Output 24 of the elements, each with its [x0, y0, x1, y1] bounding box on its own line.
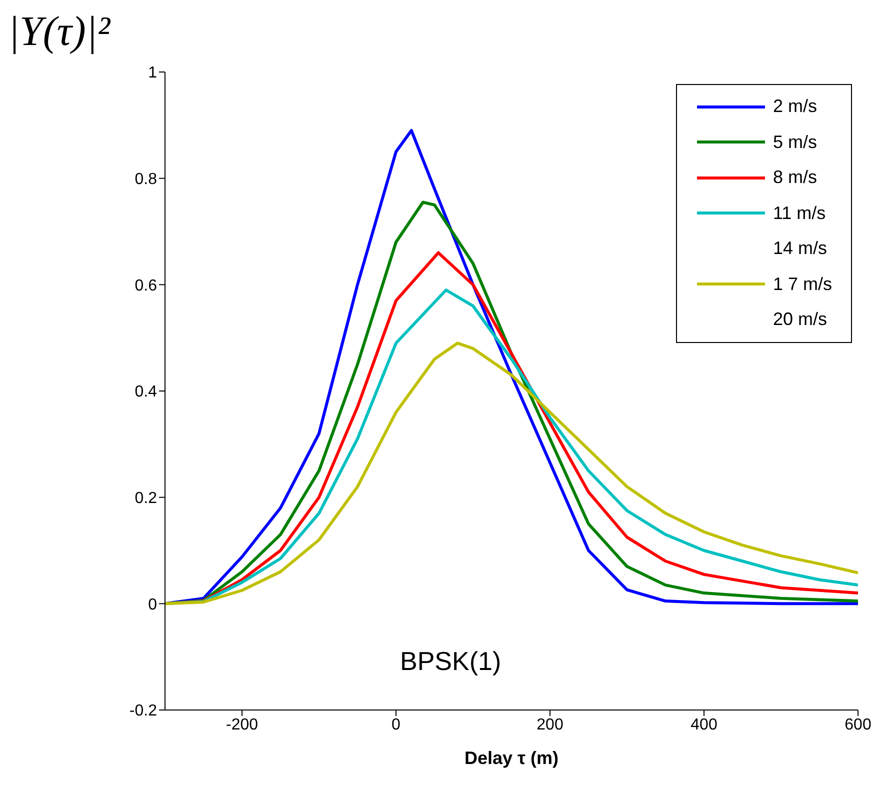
y-tick-label: 0.2	[134, 490, 158, 508]
line-series	[165, 128, 858, 606]
annotation: BPSK(1)	[400, 646, 502, 677]
x-tick-label: 600	[844, 716, 872, 734]
text: 14 m/s	[773, 238, 828, 260]
y-tick-label: 0.4	[134, 384, 158, 401]
y-tick-label: 1	[148, 64, 158, 82]
y-tick-label: 0.6	[134, 277, 158, 294]
x-tick-label: 400	[690, 716, 718, 734]
x-tick-label: 200	[536, 716, 564, 734]
y-tick-label: -0.2	[129, 702, 158, 720]
x-tick-label: 0	[392, 716, 401, 734]
legend-label: 11 m/s	[773, 202, 826, 224]
legend-label: 2 m/s	[773, 96, 818, 118]
x-axis-title: Delay τ (m)	[464, 748, 559, 768]
legend-label: 8 m/s	[773, 167, 818, 188]
y-tick-label: 0.8	[134, 171, 158, 188]
x-tick-label: -200	[226, 716, 258, 734]
y-tick-label: 0	[148, 596, 158, 614]
legend-label: 5 m/s	[773, 132, 818, 153]
y-axis-title: |Y(τ)|²	[8, 8, 110, 56]
line-series	[165, 342, 858, 606]
legend-label: 1 7 m/s	[773, 274, 832, 295]
text: 20 m/s	[773, 309, 828, 330]
